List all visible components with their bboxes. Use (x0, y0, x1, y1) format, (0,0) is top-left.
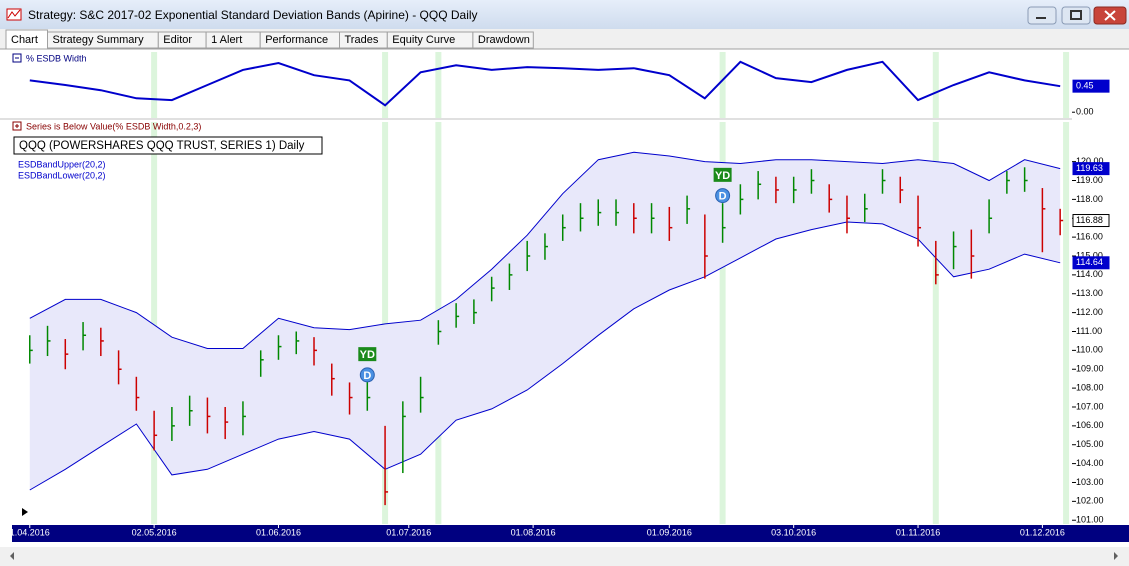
band-line (29, 151, 1061, 349)
value-tag (1072, 256, 1110, 270)
y-tick-label: 102.00 (1076, 496, 1104, 506)
y-tick-label: 0.00 (1076, 107, 1094, 117)
symbol-label: QQQ (POWERSHARES QQQ TRUST, SERIES 1) Da… (19, 140, 305, 152)
highlight-column (435, 52, 442, 118)
symbol-box (13, 136, 323, 155)
value-tag (1072, 79, 1110, 93)
x-tick-label: 01.07.2016 (386, 527, 431, 537)
panel-label: % ESDB Width (26, 53, 87, 63)
y-tick-label: 101.00 (1076, 515, 1104, 525)
y-tick-label: 103.00 (1076, 477, 1104, 487)
width-line (29, 60, 1061, 107)
x-tick-label: 02.05.2016 (132, 527, 177, 537)
title-bar (0, 0, 1129, 29)
y-tick-label: 110.00 (1076, 345, 1103, 355)
band-fill (29, 152, 1061, 491)
window-title: Strategy: S&C 2017-02 Exponential Standa… (28, 8, 478, 22)
y-tick-label: 113.00 (1076, 288, 1103, 298)
highlight-column (1063, 52, 1070, 118)
tab-label: 1 Alert (211, 34, 242, 46)
x-tick-label: 01.08.2016 (511, 527, 556, 537)
tab-label: Performance (265, 34, 328, 46)
value-tag-label: 119.63 (1076, 163, 1103, 173)
value-tag-label: 114.64 (1076, 257, 1103, 267)
highlight-column (932, 122, 939, 524)
minimize-glyph (1036, 17, 1046, 19)
signal-text: YD (360, 349, 375, 361)
signal-badge (713, 167, 732, 182)
signal-text: YD (715, 170, 730, 182)
band-legend: ESDBandUpper(20,2) (18, 159, 106, 169)
x-tick-label: 01.11.2016 (896, 527, 940, 537)
highlight-column (719, 52, 726, 118)
y-tick-label: 118.00 (1076, 194, 1103, 204)
y-tick-label: 119.00 (1076, 175, 1103, 185)
y-tick-label: 106.00 (1076, 420, 1104, 430)
y-tick-label: 112.00 (1076, 307, 1103, 317)
signal-text: D (719, 191, 727, 203)
y-tick-label: 104.00 (1076, 458, 1104, 468)
tab[interactable] (472, 31, 534, 49)
value-tag-label: 0.45 (1076, 81, 1094, 91)
date-axis-bar (12, 525, 1129, 542)
signal-badge (715, 188, 731, 204)
y-tick-label: 107.00 (1076, 401, 1104, 411)
tab-label: Strategy Summary (53, 34, 145, 46)
x-tick-label: 1.04.2016 (10, 527, 50, 537)
tab-label: Trades (345, 34, 379, 46)
highlight-column (719, 122, 726, 524)
tab-label: Chart (11, 34, 38, 46)
y-tick-label: 108.00 (1076, 382, 1104, 392)
highlight-column (382, 52, 389, 118)
signal-text: D (363, 370, 371, 382)
x-tick-label: 01.09.2016 (647, 527, 692, 537)
indicator-label: Series is Below Value(% ESDB Width,0.2,3… (26, 121, 201, 131)
band-line (29, 221, 1061, 491)
tab-label: Editor (163, 34, 192, 46)
tab-label: Drawdown (478, 34, 530, 46)
y-tick-label: 109.00 (1076, 364, 1104, 374)
tab-label: Equity Curve (392, 34, 455, 46)
y-tick-label: 116.00 (1076, 232, 1103, 242)
highlight-column (1063, 122, 1070, 524)
value-tag (1072, 214, 1110, 228)
expand-glyph (15, 124, 19, 128)
signal-badge (358, 347, 377, 362)
close-glyph (1104, 10, 1116, 21)
highlight-column (151, 52, 158, 118)
x-tick-label: 03.10.2016 (771, 527, 816, 537)
x-tick-label: 01.12.2016 (1020, 527, 1065, 537)
app-icon-line (7, 9, 21, 19)
value-tag (1072, 162, 1110, 176)
highlight-column (932, 52, 939, 118)
maximize-glyph (1070, 10, 1082, 20)
minimize-button[interactable] (1027, 6, 1057, 25)
highlight-column (382, 122, 389, 524)
maximize-button[interactable] (1061, 6, 1091, 25)
price-axis-area (1072, 50, 1129, 542)
y-tick-label: 115.00 (1076, 250, 1103, 260)
y-tick-label: 120.00 (1076, 156, 1104, 166)
highlight-column (151, 122, 158, 524)
x-tick-label: 01.06.2016 (256, 527, 301, 537)
signal-badge (359, 367, 375, 383)
play-button[interactable] (22, 508, 28, 516)
y-tick-label: 114.00 (1076, 269, 1103, 279)
y-tick-label: 105.00 (1076, 439, 1104, 449)
value-tag-label: 116.88 (1076, 215, 1103, 225)
scrollbar[interactable] (0, 547, 1129, 566)
band-legend: ESDBandLower(20,2) (18, 170, 106, 180)
y-tick-label: 111.00 (1076, 326, 1102, 336)
